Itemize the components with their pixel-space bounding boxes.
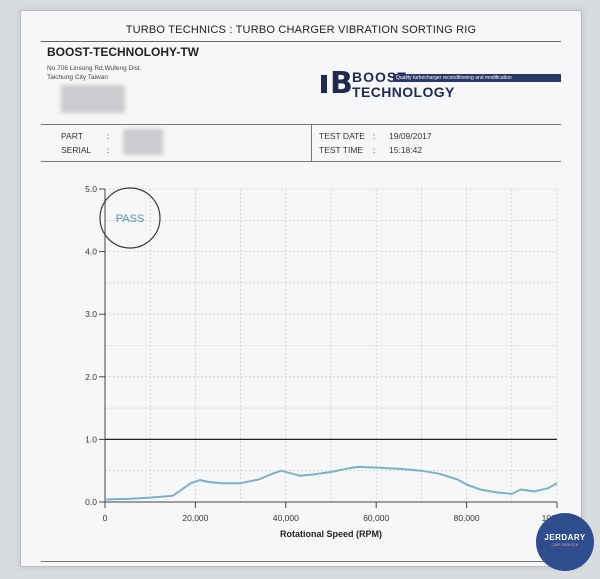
watermark-line-2: CAR SERVICE	[551, 542, 579, 547]
info-divider	[311, 125, 312, 161]
y-tick-label: 3.0	[85, 309, 97, 319]
logo-big-b: B	[330, 66, 353, 101]
watermark-badge: JERDARY CAR SERVICE	[536, 513, 594, 571]
y-tick-label: 0.0	[85, 497, 97, 507]
chart-axes	[104, 189, 557, 503]
redacted-part-serial	[123, 129, 163, 155]
redacted-address-block	[61, 85, 125, 113]
logo-mark	[321, 75, 327, 93]
chart-grid	[104, 188, 558, 503]
company-name: BOOST-TECHNOLOHY-TW	[47, 45, 199, 59]
company-address: No.706 Linsong Rd,Wufeng Dist. Taichung …	[47, 64, 142, 82]
test-info-row: PART : SERIAL : TEST DATE : 19/09/2017 T…	[41, 124, 561, 162]
test-time-colon: :	[373, 145, 376, 155]
serial-colon: :	[107, 145, 110, 155]
test-time-value: 15:18:42	[389, 145, 423, 155]
y-tick-label: 4.0	[85, 247, 97, 257]
pass-stamp-circle	[99, 187, 161, 249]
vibration-chart: 0.0 1.0 2.0 3.0 4.0 5.0 0 20,000 40,000 60,000 80…	[85, 184, 573, 539]
test-time-label: TEST TIME	[319, 145, 364, 155]
address-line-1: No.706 Linsong Rd,Wufeng Dist.	[47, 65, 142, 72]
x-tick-label: 80,000	[454, 513, 480, 523]
y-tick-label: 5.0	[85, 184, 97, 194]
report-sheet: TURBO TECHNICS : TURBO CHARGER VIBRATION…	[20, 10, 582, 567]
part-colon: :	[107, 131, 110, 141]
part-label: PART	[61, 131, 83, 141]
y-tick-label: 2.0	[85, 372, 97, 382]
chart-series	[104, 438, 558, 501]
x-axis-label: Rotational Speed (RPM)	[280, 529, 382, 539]
x-tick-label: 60,000	[363, 513, 389, 523]
watermark-line-1: JERDARY	[544, 533, 586, 542]
x-tick-label: 40,000	[273, 513, 299, 523]
serial-label: SERIAL	[61, 145, 92, 155]
y-axis-ticks: 0.0 1.0 2.0 3.0 4.0 5.0	[85, 184, 105, 507]
boost-technology-logo: B BOOST Quality turbocharger recondition…	[321, 69, 566, 105]
test-date-value: 19/09/2017	[389, 131, 432, 141]
y-tick-label: 1.0	[85, 434, 97, 444]
address-line-2: Taichung City Taiwan	[47, 74, 108, 81]
test-date-label: TEST DATE	[319, 131, 365, 141]
x-tick-label: 0	[103, 513, 108, 523]
logo-tagline: Quality turbocharger reconditioning and …	[393, 74, 561, 82]
plot-area: 0.0 1.0 2.0 3.0 4.0 5.0 0 20,000 40,000 60,000 80…	[41, 160, 573, 562]
pass-stamp-text: PASS	[116, 213, 145, 225]
test-date-colon: :	[373, 131, 376, 141]
x-tick-label: 20,000	[182, 513, 208, 523]
series-line-vibration	[104, 465, 558, 501]
logo-word-technology: TECHNOLOGY	[352, 84, 455, 100]
report-title: TURBO TECHNICS : TURBO CHARGER VIBRATION…	[41, 19, 561, 42]
logo-word-boost: BOOST	[352, 69, 407, 85]
